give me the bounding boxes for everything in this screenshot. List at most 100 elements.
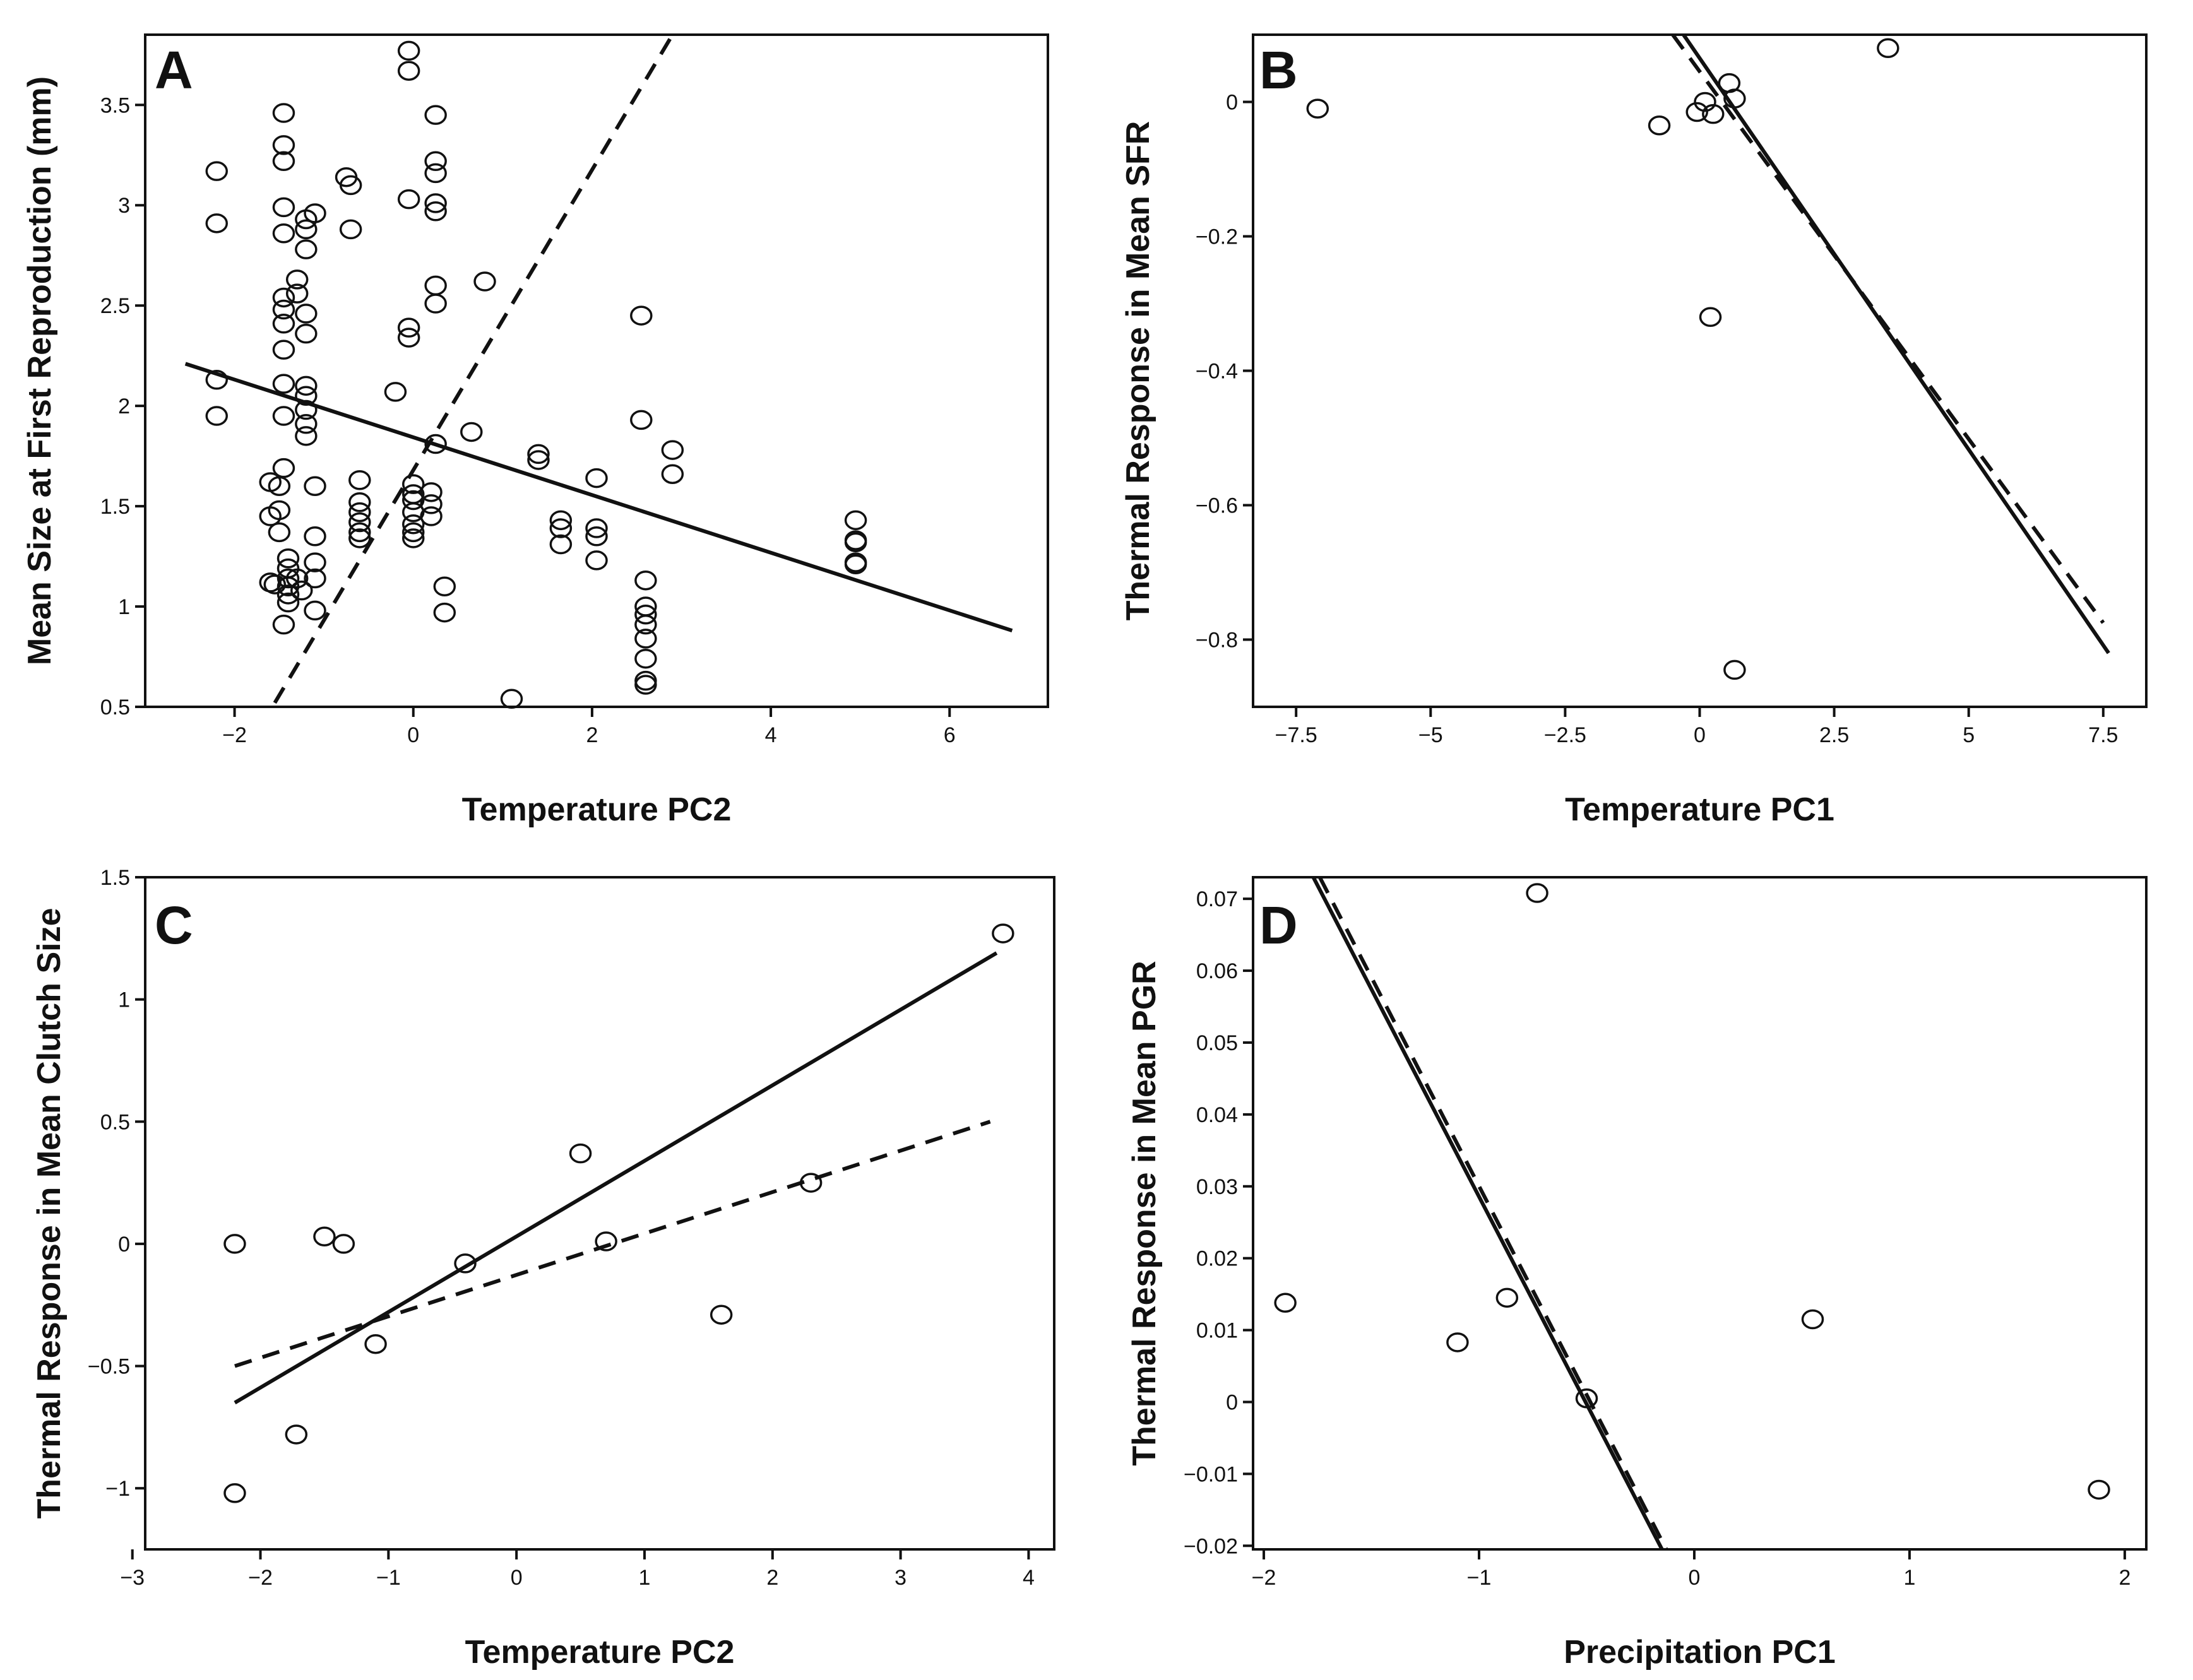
panel-a-data-point (585, 526, 608, 547)
panel-d-data-point (1575, 1388, 1598, 1409)
panel-a-data-point (424, 275, 447, 296)
panel-d-x-tick-label: −2 (1252, 1566, 1276, 1590)
panel-a-x-tick-label: 6 (944, 723, 956, 747)
panel-c-data-point (569, 1143, 592, 1164)
panel-a-data-point (272, 314, 295, 334)
panel-c-x-tick-label: 4 (1023, 1566, 1035, 1590)
panel-a-y-tick-label: 0.5 (100, 695, 130, 719)
panel-d-data-point (1801, 1309, 1824, 1330)
panel-a-data-point (424, 151, 447, 172)
panel-c-x-tick-label: 1 (639, 1566, 651, 1590)
panel-a-data-point (276, 592, 300, 613)
panel-c-x-tick-label: −2 (248, 1566, 273, 1590)
panel-b-x-tick-label: 0 (1694, 723, 1706, 747)
panel-a-data-point (339, 219, 362, 240)
panel-a-data-point (272, 406, 295, 426)
panel-a-data-point (304, 552, 326, 572)
panel-a-data-point (634, 614, 657, 635)
panel-a-data-point (205, 213, 229, 234)
panel-a-data-point (844, 554, 867, 575)
panel-a-data-point (549, 510, 573, 531)
panel-a-data-point (276, 548, 300, 569)
panel-a-data-point (205, 406, 229, 426)
panel-a-data-point (295, 239, 318, 259)
panel-b-data-point (1685, 102, 1708, 122)
panel-c-data-point (223, 1483, 246, 1503)
panel-a-data-point (272, 135, 295, 155)
panel-c-y-tick-label: 0 (118, 1233, 130, 1257)
panel-b-solid-fit-line (1682, 35, 2110, 654)
panel-a-data-point (473, 271, 496, 292)
panel-a-data-point (263, 574, 287, 595)
panel-d-x-tick-label: 2 (2119, 1566, 2131, 1590)
panel-a-letter: A (155, 40, 193, 100)
panel-b-data-point (1699, 307, 1722, 328)
panel-c-dashed-fit-line (234, 1120, 991, 1368)
panel-a-data-point (424, 434, 447, 454)
panel-c-x-tick-label: −3 (120, 1566, 145, 1590)
panel-b-y-tick-label: 0 (1226, 91, 1238, 115)
panel-b-x-tick-label: −7.5 (1275, 723, 1317, 747)
panel-a-x-axis-title: Temperature PC2 (462, 791, 732, 828)
panel-a-data-point (634, 675, 657, 695)
panel-a-data-point (661, 464, 684, 484)
panel-a-data-point (527, 450, 550, 470)
panel-d-y-tick-label: −0.01 (1184, 1462, 1238, 1486)
panel-c-data-point (313, 1226, 336, 1247)
panel-a-data-point (397, 328, 420, 348)
panel-a-data-point (272, 614, 295, 635)
panel-a-data-point (285, 269, 309, 290)
panel-b-y-tick-label: −0.2 (1196, 225, 1238, 249)
panel-b-data-point (1877, 38, 1899, 59)
panel-a-data-point (420, 494, 443, 514)
panel-b-x-tick-label: 2.5 (1819, 723, 1849, 747)
panel-c-x-axis-title: Temperature PC2 (465, 1634, 735, 1671)
panel-a-data-point (304, 526, 326, 547)
panel-a-data-point (585, 518, 608, 538)
panel-a-data-point (661, 440, 684, 460)
panel-a-data-point (424, 193, 447, 213)
panel-a-x-tick-label: 2 (586, 723, 598, 747)
panel-d-data-point (1446, 1332, 1469, 1352)
panel-d-y-axis-title: Thermal Response in Mean PGR (1126, 961, 1163, 1465)
panel-a-data-point (285, 568, 309, 589)
panel-c-plot-frame (144, 876, 1055, 1551)
panel-a-data-point (634, 648, 657, 669)
panel-a-data-point (420, 482, 443, 502)
panel-a-data-point (402, 514, 425, 535)
panel-c-x-tick-label: 0 (511, 1566, 523, 1590)
panel-a-data-point (397, 189, 420, 210)
panel-a-data-point (527, 444, 550, 464)
panel-d-y-tick-label: 0.03 (1196, 1175, 1238, 1199)
panel-a-data-point (276, 584, 300, 605)
panel-a-data-point (295, 304, 318, 324)
panel-d: D −2 −1 0 1 2 −0.02 −0.01 0 0.01 0.02 0.03 0.04 0.05… (1126, 876, 2148, 1671)
panel-c-data-point (710, 1304, 733, 1325)
panel-a-data-point (433, 602, 456, 623)
panel-c: C −3 −2 −1 0 1 2 3 4 −1 −0.5 0 0.5 1 1.5 Temperature P… (31, 866, 1055, 1671)
panel-c-x-tick-label: −1 (376, 1566, 401, 1590)
panel-b-x-tick-label: 5 (1963, 723, 1975, 747)
panel-a-data-point (384, 382, 407, 402)
panel-c-solid-fit-line (234, 951, 998, 1405)
panel-a-data-point (272, 151, 295, 172)
panel-a-data-point (295, 399, 318, 420)
panel-a-x-tick-label: −2 (222, 723, 247, 747)
panel-d-y-tick-label: 0.07 (1196, 887, 1238, 911)
panel-a-data-point (272, 103, 295, 123)
panel-a-x-tick-label: 0 (407, 723, 419, 747)
panel-b-x-tick-label: −5 (1418, 723, 1443, 747)
panel-a-data-point (304, 568, 326, 589)
panel-a-data-point (259, 506, 282, 526)
panel-d-y-tick-label: 0 (1226, 1390, 1238, 1414)
panel-d-data-point (1526, 883, 1548, 903)
panel-a-y-axis-title: Mean Size at First Reproduction (mm) (21, 76, 58, 665)
panel-a-data-point (205, 161, 229, 181)
panel-a-data-point (295, 323, 318, 344)
panel-a-data-point (630, 410, 653, 430)
panel-a-y-tick-label: 1.5 (100, 495, 130, 519)
panel-a-data-point (424, 163, 447, 184)
panel-d-x-tick-label: −1 (1467, 1566, 1492, 1590)
panel-c-data-point (285, 1424, 308, 1445)
panel-a-data-point (402, 522, 425, 543)
